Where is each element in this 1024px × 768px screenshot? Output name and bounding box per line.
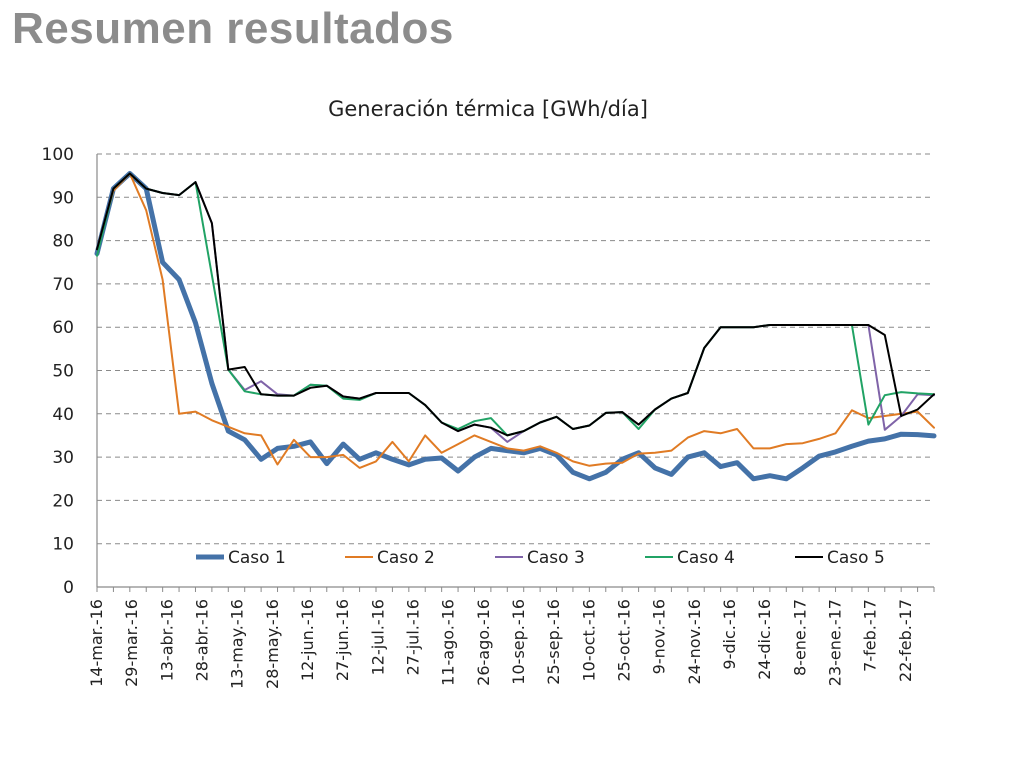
gridlines bbox=[97, 153, 934, 545]
x-tick-label: 12-jul.-16 bbox=[368, 599, 387, 675]
x-tick-label: 9-dic.-16 bbox=[720, 599, 739, 670]
x-tick-label: 28-may.-16 bbox=[263, 599, 282, 689]
x-tick-label: 27-jun.-16 bbox=[333, 599, 352, 681]
y-tick-label: 70 bbox=[52, 275, 74, 295]
y-axis-ticks: 0 10 20 30 40 50 60 70 80 90 100 bbox=[42, 145, 74, 598]
series-line-caso-2 bbox=[96, 172, 935, 469]
x-tick-label: 12-jun.-16 bbox=[298, 599, 317, 681]
y-tick-label: 10 bbox=[52, 535, 74, 555]
series-line-caso-4 bbox=[96, 172, 935, 437]
chart-title: Generación térmica [GWh/día] bbox=[328, 97, 648, 121]
series-line-caso-3 bbox=[96, 172, 935, 443]
x-tick-label: 24-dic.-16 bbox=[755, 599, 774, 680]
x-tick-label: 22-feb.-17 bbox=[896, 599, 915, 682]
legend-label: Caso 5 bbox=[827, 548, 885, 568]
y-tick-label: 90 bbox=[52, 188, 74, 208]
series-lines bbox=[94, 171, 937, 482]
x-tick-label: 13-abr.-16 bbox=[157, 599, 176, 681]
axes bbox=[96, 154, 935, 592]
legend-label: Caso 4 bbox=[677, 548, 735, 568]
x-tick-label: 11-ago.-16 bbox=[439, 599, 458, 686]
x-tick-label: 23-ene.-17 bbox=[826, 599, 845, 686]
x-tick-label: 24-nov.-16 bbox=[685, 599, 704, 685]
legend: Caso 1 Caso 2 Caso 3 Caso 4 Caso 5 bbox=[196, 548, 885, 568]
y-tick-label: 30 bbox=[52, 448, 74, 468]
x-tick-label: 27-jul.-16 bbox=[404, 599, 423, 675]
y-tick-label: 40 bbox=[52, 405, 74, 425]
x-tick-label: 13-may.-16 bbox=[228, 599, 247, 689]
y-tick-label: 20 bbox=[52, 491, 74, 511]
x-tick-label: 9-nov.-16 bbox=[650, 599, 669, 674]
series-line-caso-5 bbox=[96, 172, 935, 437]
legend-label: Caso 1 bbox=[228, 548, 286, 568]
x-tick-label: 10-oct.-16 bbox=[579, 599, 598, 682]
x-tick-label: 28-abr.-16 bbox=[193, 599, 212, 681]
y-tick-label: 60 bbox=[52, 318, 74, 338]
y-tick-label: 80 bbox=[52, 232, 74, 252]
series-line-caso-1 bbox=[94, 171, 937, 482]
y-tick-label: 50 bbox=[52, 362, 74, 382]
y-tick-label: 100 bbox=[42, 145, 74, 165]
legend-label: Caso 2 bbox=[377, 548, 435, 568]
x-axis-ticks: 14-mar.-16 29-mar.-16 13-abr.-16 28-abr.-16… bbox=[87, 599, 915, 689]
x-tick-label: 29-mar.-16 bbox=[122, 599, 141, 687]
x-tick-label: 26-ago.-16 bbox=[474, 599, 493, 686]
legend-label: Caso 3 bbox=[527, 548, 585, 568]
x-tick-label: 10-sep.-16 bbox=[509, 599, 528, 685]
x-tick-label: 25-sep.-16 bbox=[544, 599, 563, 685]
slide-title: Resumen resultados bbox=[12, 4, 454, 53]
y-tick-label: 0 bbox=[63, 578, 74, 598]
x-tick-label: 7-feb.-17 bbox=[861, 599, 880, 672]
x-tick-label: 25-oct.-16 bbox=[615, 599, 634, 682]
x-tick-label: 8-ene.-17 bbox=[790, 599, 809, 676]
x-tick-label: 14-mar.-16 bbox=[87, 599, 106, 687]
